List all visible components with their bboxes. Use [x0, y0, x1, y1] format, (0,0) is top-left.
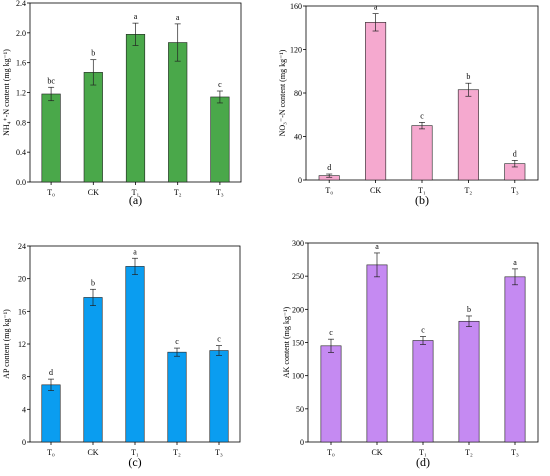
bar — [125, 34, 146, 183]
x-tick-label: T₃ — [216, 188, 224, 197]
bar — [209, 350, 229, 443]
y-tick-label: 0.0 — [16, 178, 26, 187]
bar — [41, 384, 61, 443]
y-tick-label: 20 — [18, 275, 26, 284]
significance-label: a — [134, 12, 138, 21]
significance-label: a — [176, 13, 180, 22]
y-tick-label: 0.4 — [16, 148, 26, 157]
bar — [457, 89, 479, 181]
significance-label: a — [375, 242, 379, 251]
bar — [83, 297, 103, 443]
x-tick-label: T₁ — [131, 448, 139, 457]
y-tick-label: 24 — [18, 242, 26, 251]
x-tick-label: T₂ — [465, 186, 473, 195]
chart-panel-d: 0 50 100 150 200 250 300 AK content (mg kg⁻¹) c T… — [282, 239, 539, 469]
significance-label: b — [91, 49, 95, 58]
significance-label: c — [420, 111, 424, 120]
bar — [458, 320, 480, 443]
significance-label: c — [217, 335, 221, 344]
significance-label: a — [513, 258, 517, 267]
significance-label: a — [133, 247, 137, 256]
chart-panel-b: 0 40 80 120 160 NO₃⁻-N content (mg kg⁻¹) d T₀ a C… — [278, 2, 539, 207]
panel-label: (a) — [129, 193, 142, 207]
x-tick-label: T₂ — [173, 448, 181, 457]
y-axis-label: NO₃⁻-N content (mg kg⁻¹) — [278, 49, 287, 136]
y-tick-label: 250 — [292, 272, 304, 281]
x-tick-label: CK — [87, 448, 98, 457]
significance-label: d — [513, 149, 517, 158]
significance-label: b — [91, 278, 95, 287]
significance-label: d — [327, 163, 331, 172]
y-tick-label: 1.2 — [16, 89, 26, 98]
x-tick-label: CK — [88, 188, 99, 197]
y-tick-label: 12 — [18, 340, 26, 349]
x-tick-label: T₁ — [132, 188, 140, 197]
significance-label: bc — [47, 76, 55, 85]
chart-panel-c: 0 4 8 12 16 20 24 AP content (mg kg⁻¹) d T₀ b CK a T₁… — [2, 242, 241, 469]
x-tick-label: T₀ — [47, 448, 55, 457]
x-tick-label: T₀ — [325, 186, 333, 195]
y-axis-label: NH₄⁺-N content (mg kg⁻¹) — [2, 49, 11, 136]
x-tick-label: T₀ — [327, 448, 335, 457]
significance-label: c — [329, 328, 333, 337]
bar — [83, 72, 103, 183]
x-tick-label: T₃ — [215, 448, 223, 457]
significance-label: c — [218, 80, 222, 89]
significance-label: a — [374, 3, 378, 12]
bar — [504, 276, 526, 443]
chart-panel-a: 0.0 0.4 0.8 1.2 1.6 2.0 2.4 NH₄⁺-N content (mg … — [2, 0, 242, 207]
y-tick-label: 0 — [22, 438, 26, 447]
y-tick-label: 8 — [22, 373, 26, 382]
y-axis-label: AK content (mg kg⁻¹) — [282, 307, 291, 379]
bar — [412, 340, 434, 443]
y-tick-label: 1.6 — [16, 59, 26, 68]
bar — [365, 22, 387, 181]
y-tick-label: 4 — [22, 405, 26, 414]
panel-label: (d) — [416, 455, 430, 469]
y-tick-label: 200 — [292, 305, 304, 314]
panel-label: (b) — [415, 193, 429, 207]
bar — [210, 96, 230, 183]
x-tick-label: T₃ — [511, 448, 519, 457]
bar — [366, 264, 388, 443]
x-tick-label: T₀ — [47, 188, 55, 197]
panel-label: (c) — [128, 455, 141, 469]
bar — [41, 93, 61, 183]
y-tick-label: 100 — [292, 372, 304, 381]
y-tick-label: 80 — [294, 89, 302, 98]
y-tick-label: 150 — [292, 339, 304, 348]
y-tick-label: 2.4 — [16, 0, 26, 8]
y-tick-label: 160 — [290, 2, 302, 11]
x-tick-label: CK — [371, 448, 382, 457]
bar — [411, 125, 433, 181]
x-tick-label: T₂ — [174, 188, 182, 197]
bar — [125, 266, 145, 443]
x-tick-label: T₂ — [465, 448, 473, 457]
y-tick-label: 0.8 — [16, 118, 26, 127]
bar — [320, 345, 342, 443]
y-tick-label: 50 — [296, 405, 304, 414]
significance-label: c — [175, 337, 179, 346]
significance-label: b — [467, 305, 471, 314]
y-tick-label: 0 — [300, 438, 304, 447]
significance-label: d — [49, 368, 53, 377]
y-tick-label: 120 — [290, 46, 302, 55]
significance-label: c — [421, 326, 425, 335]
x-tick-label: T₁ — [418, 186, 426, 195]
y-tick-label: 0 — [298, 176, 302, 185]
bar — [168, 42, 188, 183]
y-tick-label: 300 — [292, 239, 304, 248]
y-tick-label: 16 — [18, 307, 26, 316]
bar — [167, 351, 187, 443]
x-tick-label: CK — [370, 186, 381, 195]
x-tick-label: T₁ — [419, 448, 427, 457]
y-axis-label: AP content (mg kg⁻¹) — [2, 309, 11, 379]
significance-label: b — [466, 72, 470, 81]
x-tick-label: T₃ — [511, 186, 519, 195]
y-tick-label: 40 — [294, 133, 302, 142]
y-tick-label: 2.0 — [16, 29, 26, 38]
